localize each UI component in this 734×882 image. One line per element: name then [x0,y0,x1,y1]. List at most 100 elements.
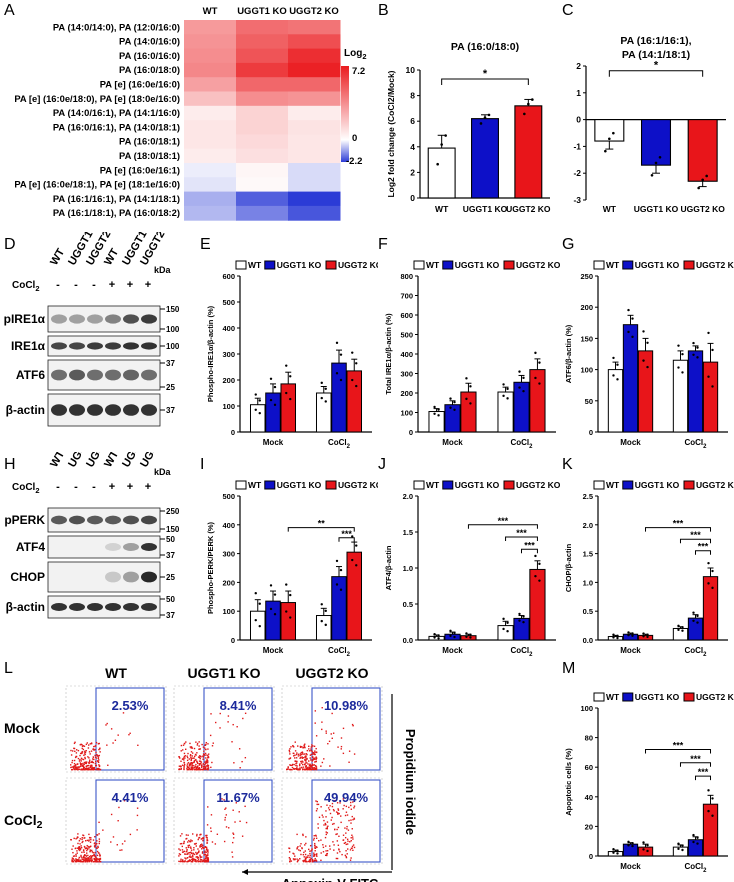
flow-event [295,768,297,770]
flow-event [340,745,343,748]
flow-event [182,749,184,751]
bar [265,392,281,433]
flow-event [206,834,208,837]
flow-event [190,847,192,850]
flow-event [79,744,81,746]
legend-swatch [264,480,276,490]
flow-event [207,765,209,767]
blot-band [105,369,121,381]
flow-event [343,804,345,807]
flow-event [71,859,73,861]
legend-swatch [503,260,515,270]
flow-event [196,852,199,854]
flow-event [321,707,323,709]
data-point [502,627,505,631]
flow-event [80,845,82,847]
flow-event [322,816,324,818]
data-point [711,797,714,800]
flow-event [338,848,340,850]
flow-event [94,756,97,758]
heatmap-cell [288,77,341,92]
flow-event [86,839,89,842]
flow-event [339,850,341,853]
data-point [707,582,710,585]
flow-event [199,855,201,858]
flow-event [219,727,221,729]
flow-event [330,733,332,735]
flow-event [200,860,202,863]
flow-event [236,726,238,728]
legend-label: UGGT2 KO [338,260,378,270]
flow-event [190,751,193,753]
flow-event [75,749,78,751]
flow-event [202,837,204,839]
x-group-label: Mock [263,438,284,447]
flow-event [211,745,214,747]
flow-event [337,826,340,829]
chart-title: PA (16:0/18:0) [451,41,519,53]
flow-event [179,768,181,771]
marker-label: 37 [166,406,175,415]
y-tick-label: 0 [231,428,235,437]
flow-percentage: 2.53% [112,698,149,713]
flow-event [331,712,333,715]
flow-event [232,723,234,726]
flow-event [205,859,207,862]
flow-event [182,757,185,759]
flow-event [182,744,185,746]
y-tick-label: 20 [585,822,593,831]
flow-event [86,849,88,852]
flow-event [205,857,207,859]
flow-event [317,823,319,825]
flow-plot-frame [173,777,275,865]
legend-swatch [413,480,425,490]
flow-event [207,761,209,764]
bar [702,803,719,857]
flow-event [215,721,217,724]
flow-event [345,856,348,859]
data-point [285,610,288,613]
blot-band [123,404,139,416]
data-point [339,588,343,591]
y-tick-label: 0 [589,428,593,437]
flow-event [312,839,315,841]
flow-event [304,768,306,771]
bar [672,359,689,433]
flow-event [80,760,82,762]
flow-event [296,858,298,860]
flow-event [336,802,339,804]
bar [265,600,281,641]
treatment-sign: - [56,279,60,291]
flow-event [87,768,90,770]
data-point [677,842,680,845]
flow-event [192,852,195,855]
flow-event [301,746,303,748]
flow-event [207,859,210,862]
data-point [444,134,447,137]
flow-event [196,833,198,836]
flow-event [76,847,79,849]
significance-bracket [287,527,355,532]
flow-event [183,759,185,761]
flow-event [313,855,316,857]
data-point [339,568,343,572]
blot-strip [47,595,161,619]
y-tick-label: 100 [580,366,593,375]
flow-event [199,762,202,765]
flow-event [313,768,316,771]
flow-event [345,805,348,808]
legend-label: UGGT2 KO [516,260,561,270]
flow-event [309,763,311,765]
blot-band [69,404,85,416]
heatmap-row-label: PA [e] (16:0e/18:0), PA [e] (18:0e/16:0) [14,93,180,104]
flow-event [93,854,95,856]
flow-event [196,860,199,862]
flow-event [87,858,89,860]
bar [497,391,514,433]
flow-event [331,802,334,805]
legend-swatch [235,480,247,490]
flow-event [329,765,331,767]
y-tick-label: 0.5 [583,607,593,616]
flow-event [299,746,302,748]
flow-event [299,763,301,765]
